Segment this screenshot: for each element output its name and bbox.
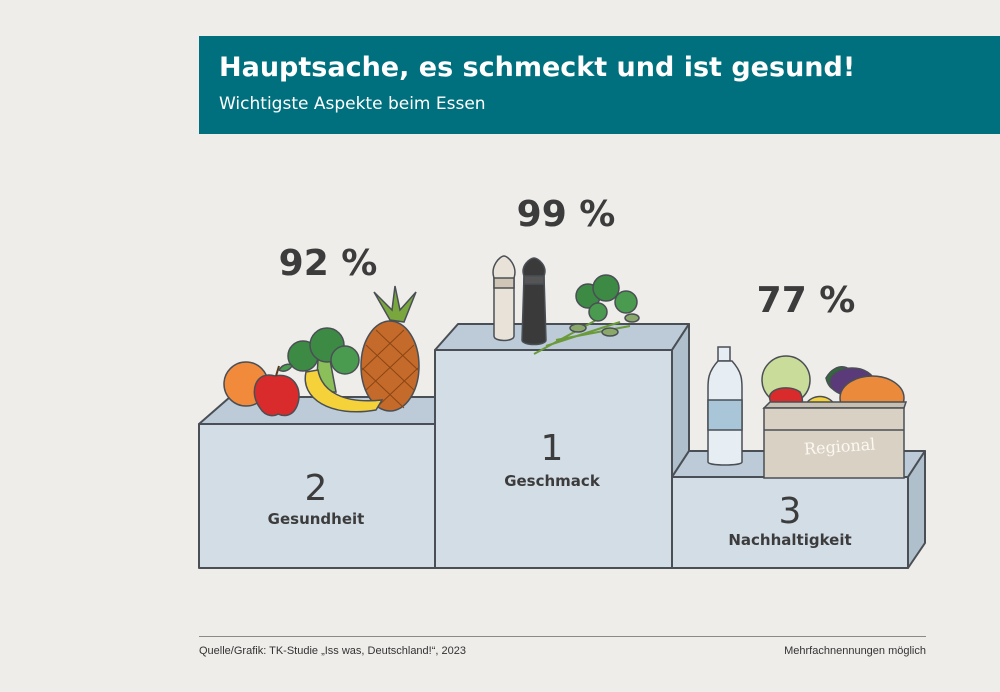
apple-icon — [253, 363, 300, 417]
category-label-geschmack: Geschmack — [504, 472, 601, 490]
category-label-gesundheit: Gesundheit — [268, 510, 365, 528]
footer: Quelle/Grafik: TK-Studie „Iss was, Deuts… — [199, 636, 926, 657]
spices-illustration — [492, 255, 640, 355]
multiple-answers-note: Mehrfachnennungen möglich — [784, 645, 926, 657]
herbs-icon — [533, 274, 640, 355]
fruit-illustration — [223, 285, 420, 417]
crate-label: Regional — [803, 435, 876, 459]
broccoli-icon — [287, 327, 360, 393]
source-note: Quelle/Grafik: TK-Studie „Iss was, Deuts… — [199, 645, 466, 657]
rank-number-3: 3 — [779, 491, 802, 532]
pineapple-icon — [360, 285, 420, 412]
salt-shaker-icon — [492, 255, 516, 342]
sustainability-illustration — [707, 346, 908, 479]
header-banner: Hauptsache, es schmeckt und ist gesund! … — [199, 36, 1000, 134]
water-bottle-icon — [707, 346, 743, 466]
rank-number-1: 1 — [541, 428, 564, 469]
value-label-geschmack: 99 % — [517, 194, 616, 235]
podium-1-top — [434, 323, 690, 351]
podium-1-front — [434, 349, 673, 569]
crate-icon — [762, 401, 908, 479]
category-label-nachhaltigkeit: Nachhaltigkeit — [728, 531, 851, 549]
rank-number-2: 2 — [305, 468, 328, 509]
chart-subtitle: Wichtigste Aspekte beim Essen — [219, 94, 486, 114]
chart-title: Hauptsache, es schmeckt und ist gesund! — [219, 52, 856, 83]
value-label-nachhaltigkeit: 77 % — [757, 280, 856, 321]
pepper-mill-icon — [521, 257, 547, 346]
banana-icon — [304, 369, 384, 413]
value-label-gesundheit: 92 % — [279, 243, 378, 284]
podium-3-front — [671, 476, 909, 569]
